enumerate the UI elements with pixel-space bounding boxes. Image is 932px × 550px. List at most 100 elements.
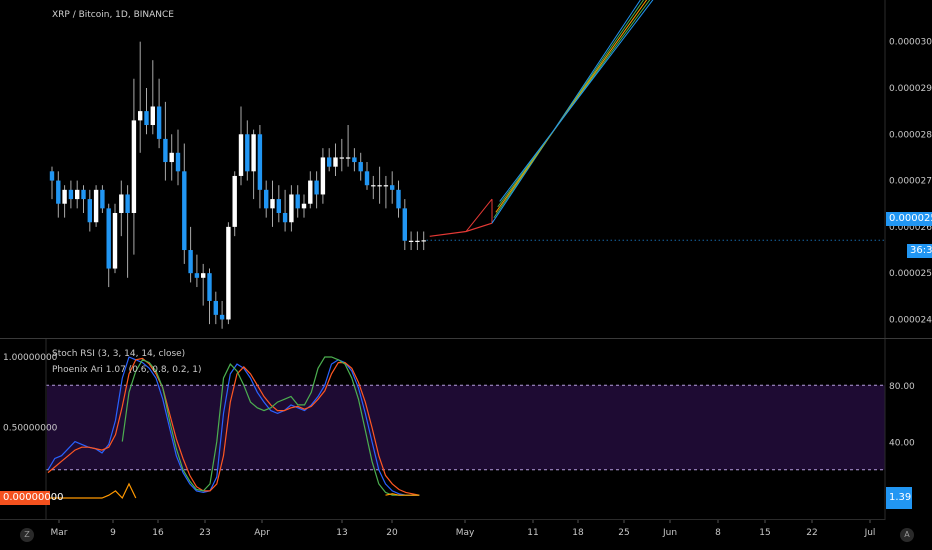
candle-body (301, 203, 307, 209)
candle-body (282, 212, 288, 223)
candle-body (56, 180, 61, 204)
time-tick-label: 25 (618, 528, 629, 538)
indicator-band (46, 384, 885, 471)
candle-body (93, 189, 99, 223)
candle-body (125, 194, 130, 213)
candle-body (421, 240, 426, 242)
legend-phoenix-ari: Phoenix Ari 1.07 (0.6, 0.8, 0.2, 1) (52, 365, 202, 375)
projection-channel-line (493, 0, 645, 219)
overbought-oversold-band (47, 385, 885, 470)
candle-body (119, 194, 124, 213)
candle-body (333, 157, 338, 167)
price-tick-label: 0.00002900 (889, 84, 932, 94)
price-tick-label: 0.00002700 (889, 177, 932, 187)
projection-path (429, 222, 493, 237)
candle-body (201, 273, 206, 278)
candle-body (150, 106, 155, 126)
candle-body (62, 189, 67, 204)
oscillator-line-2 (121, 356, 420, 496)
price-tick-label: 0.00002500 (889, 269, 932, 279)
candle-body (408, 240, 414, 242)
time-tick-label: 16 (152, 528, 164, 538)
candle-body (68, 189, 74, 200)
candle-body (327, 157, 332, 167)
time-tick-label: Apr (254, 528, 270, 538)
candle-body (144, 111, 149, 126)
candle-body (270, 199, 275, 209)
candle-body (289, 194, 294, 223)
oscillator-right-value: 1.39 (886, 487, 912, 509)
time-tick-label: 23 (199, 528, 210, 538)
candle-body (163, 138, 168, 163)
candle-body (345, 157, 351, 159)
time-tick-label: 18 (572, 528, 584, 538)
time-tick-label: Mar (51, 528, 68, 538)
oscillator-left-tick: 0.50000000 (3, 424, 58, 434)
time-tick-label: 9 (110, 528, 116, 538)
candle-body (131, 120, 137, 213)
candle-body (257, 134, 263, 190)
candle-body (308, 180, 313, 204)
candle-body (182, 171, 187, 251)
oscillator-right-tick: 80.00 (889, 382, 915, 392)
candle-body (358, 162, 363, 172)
candle-body (169, 152, 174, 163)
candle-body (238, 134, 244, 176)
time-tick-label: 11 (527, 528, 538, 538)
candle-body (364, 171, 370, 186)
time-tick-label: 8 (715, 528, 721, 538)
candle-body (49, 171, 55, 181)
candle-body (138, 111, 143, 121)
candle-body (75, 189, 80, 200)
candle-body (106, 208, 111, 269)
candle-body (295, 194, 300, 209)
axes: 0.00003000 0.00002900 0.00002800 0.00002700… (0, 0, 932, 538)
legend-stoch-rsi: Stoch RSI (3, 3, 14, 14, close) (52, 349, 186, 359)
projection-edge (465, 198, 493, 232)
candle-body (81, 189, 86, 200)
projection-drawing[interactable] (429, 0, 656, 237)
oscillator-right-tick: 40.00 (889, 439, 915, 449)
candle-body (251, 134, 256, 172)
candle-body (339, 157, 344, 159)
candle-body (156, 106, 162, 139)
candlestick-series (49, 41, 426, 329)
time-tick-label: 20 (386, 528, 398, 538)
timezone-button[interactable]: Z (20, 528, 34, 542)
candle-body (377, 185, 382, 187)
candle-body (194, 273, 200, 278)
candle-body (415, 240, 420, 242)
projection-channel-line (499, 0, 654, 202)
time-tick-label: 13 (336, 528, 347, 538)
price-tick-label: 0.00003000 (889, 38, 932, 48)
candle-body (188, 250, 193, 274)
candle-body (100, 189, 105, 209)
candle-body (396, 189, 401, 209)
candle-body (245, 134, 250, 172)
candle-body (314, 180, 319, 195)
auto-scale-button[interactable]: A (900, 528, 914, 542)
price-tick-label: 0.00002800 (889, 130, 932, 140)
candle-body (213, 300, 218, 315)
candle-body (112, 212, 118, 269)
price-tick-label: 0.00002600 (889, 223, 932, 233)
chart-title: XRP / Bitcoin, 1D, BINANCE (52, 10, 174, 20)
candle-body (383, 185, 389, 187)
oscillator-line-3 (48, 482, 420, 500)
oscillator-left-tick: 1.00000000 (3, 353, 58, 363)
candle-body (175, 152, 181, 172)
time-tick-label: Jul (864, 528, 876, 538)
candle-body (207, 273, 212, 301)
time-tick-label: 22 (806, 528, 817, 538)
oscillator-series (47, 356, 420, 500)
oscillator-line-1 (47, 357, 420, 496)
candle-body (87, 199, 92, 223)
candle-body (402, 208, 407, 241)
time-tick-label: May (456, 528, 475, 538)
candle-body (264, 189, 269, 209)
candle-body (352, 157, 357, 163)
candle-body (371, 185, 376, 187)
price-tick-label: 0.00002400 (889, 315, 932, 325)
